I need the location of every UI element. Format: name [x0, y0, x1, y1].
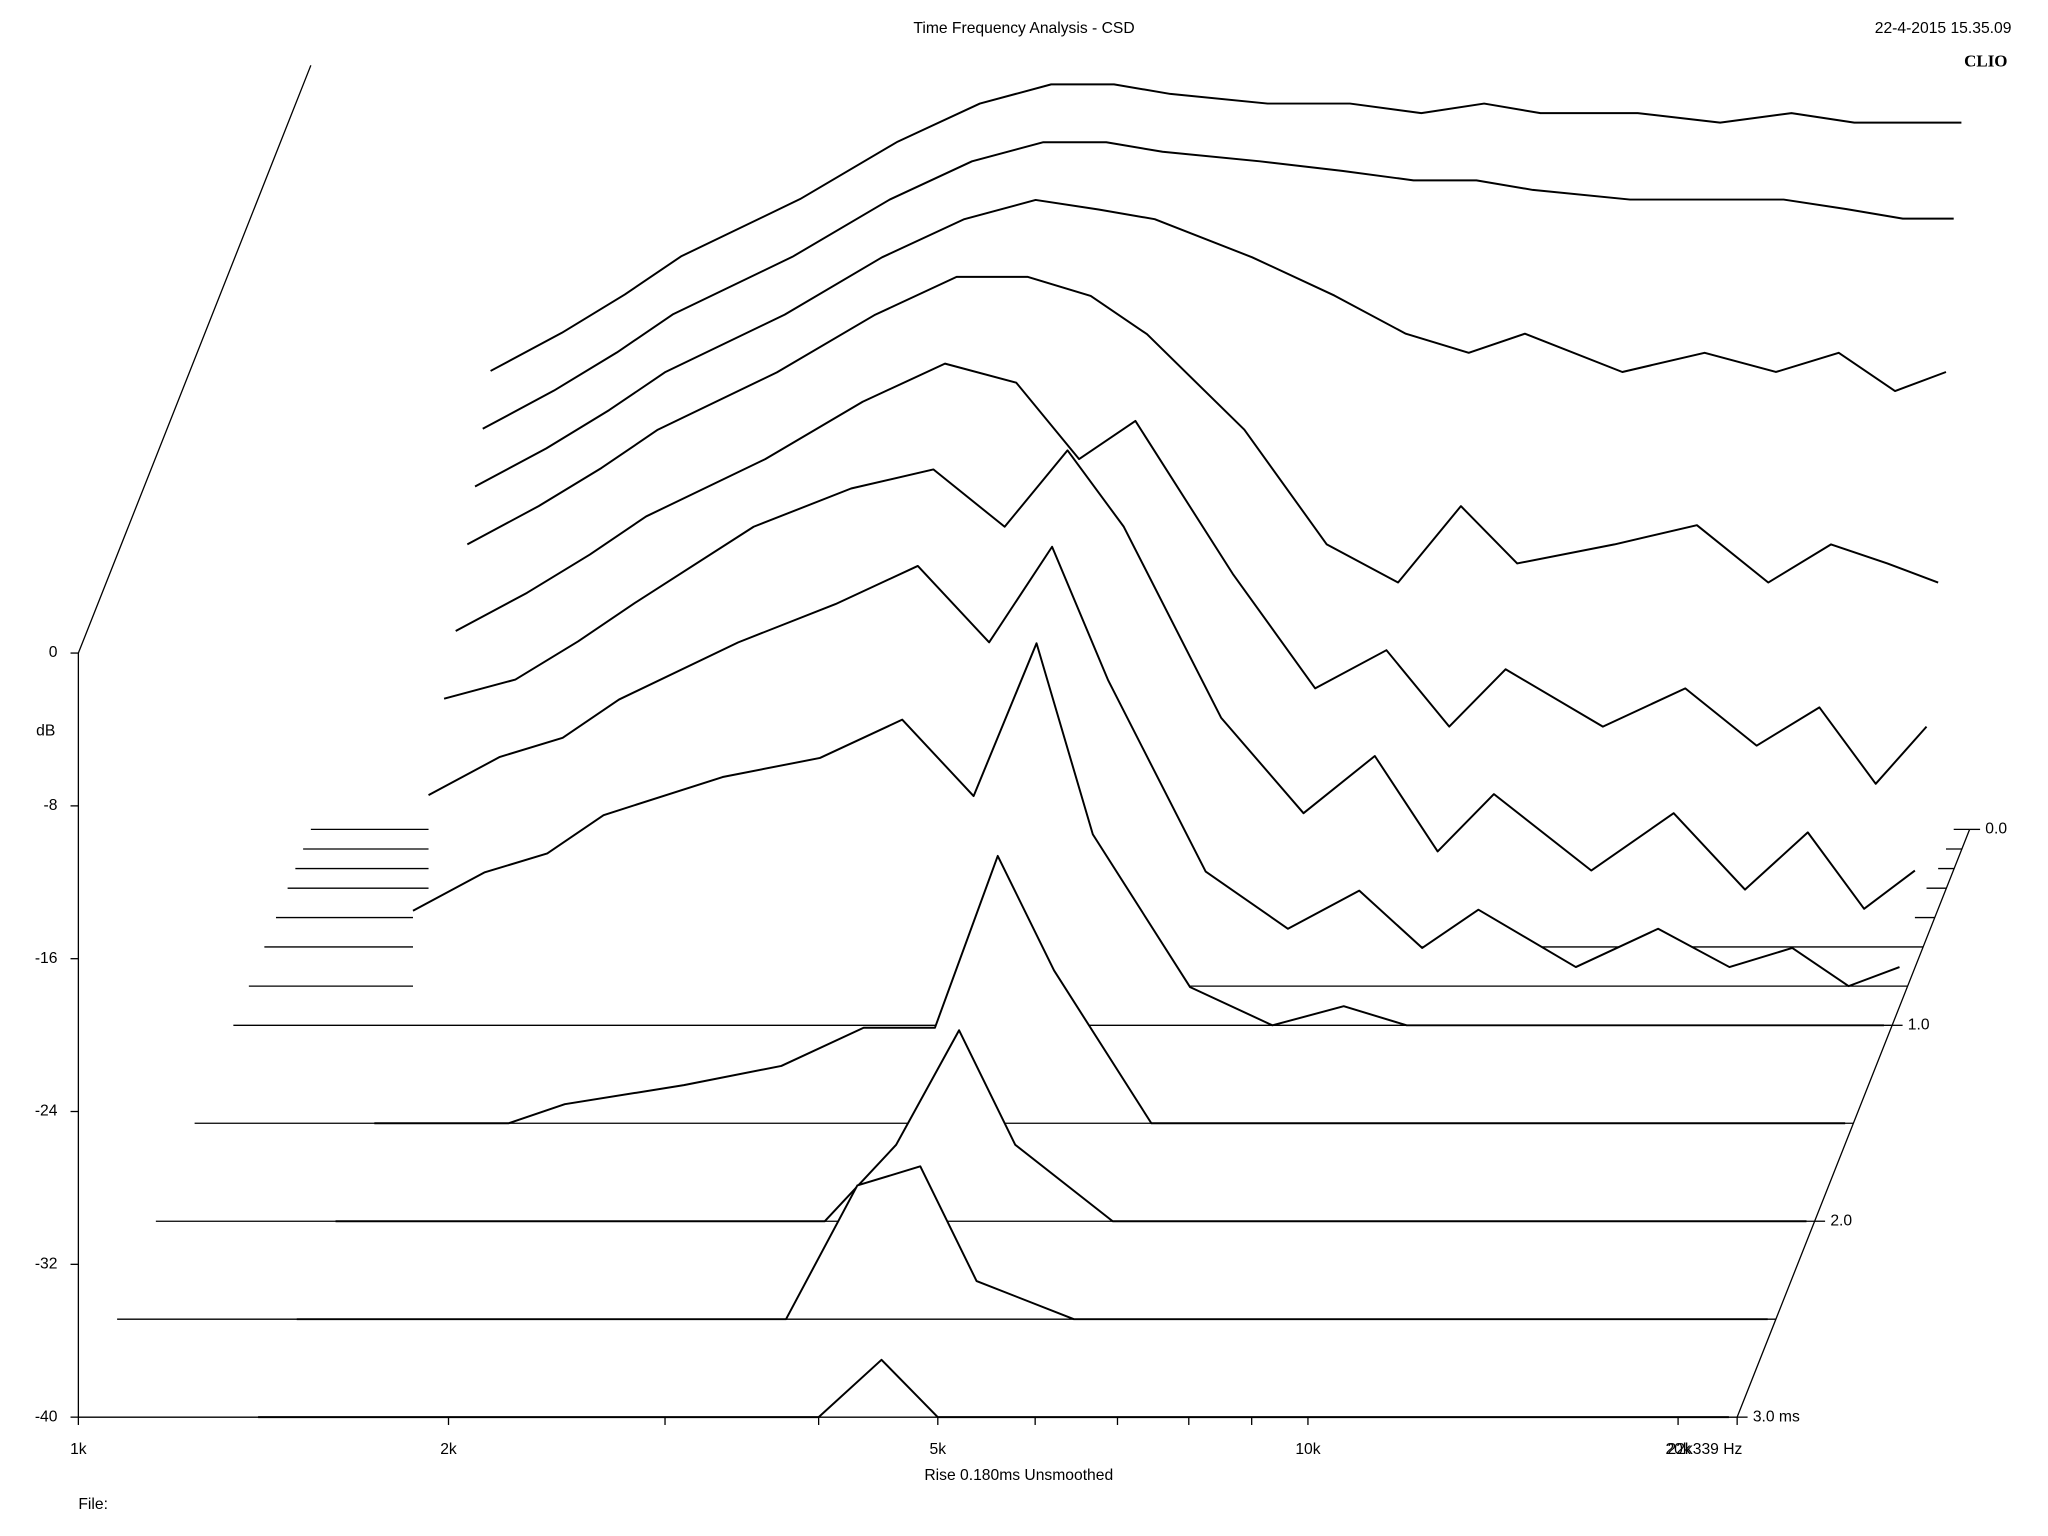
x-tick-label: 2k: [440, 1441, 457, 1458]
z-tick-label: 1.0: [1908, 1016, 1930, 1033]
slice-line: [428, 545, 1900, 988]
y-tick-label: -24: [35, 1103, 58, 1120]
slice-line: [412, 642, 1884, 1027]
slice-line: [296, 1165, 1768, 1321]
slice-line: [374, 854, 1846, 1125]
slice-fill: [374, 855, 1846, 1124]
x-tick-label: 5k: [930, 1441, 947, 1458]
y-tick-label: -8: [44, 797, 58, 814]
x-tick-label: 1k: [70, 1441, 87, 1458]
y-tick-label: -16: [35, 950, 58, 967]
z-tick-label: 2.0: [1830, 1212, 1852, 1229]
slice-line: [490, 83, 1962, 372]
slice-line: [443, 449, 1916, 910]
y-axis-label: dB: [36, 723, 55, 740]
slice-line: [455, 362, 1928, 785]
slice-line: [466, 275, 1939, 584]
footer: Rise 0.180ms Unsmoothed: [924, 1467, 1113, 1484]
x-tick-label: 22k339 Hz: [1668, 1441, 1743, 1458]
slice-line: [258, 1358, 1729, 1419]
slice-fill: [258, 1359, 1729, 1418]
x-tick-label: 20k: [1665, 1441, 1690, 1458]
z-tick-label: 3.0 ms: [1753, 1408, 1800, 1425]
brand: CLIO: [1964, 52, 2007, 71]
x-tick-label: 10k: [1295, 1441, 1320, 1458]
file-label: File:: [78, 1496, 108, 1513]
y-tick-label: -32: [35, 1255, 58, 1272]
slice-line: [474, 198, 1947, 488]
z-tick-label: 0.0: [1985, 821, 2007, 838]
y-tick-label: 0: [49, 644, 58, 661]
y-tick-label: -40: [35, 1408, 58, 1425]
slice-line: [482, 141, 1954, 430]
timestamp: 22-4-2015 15.35.09: [1875, 20, 2012, 37]
slice-fill: [412, 643, 1884, 1026]
slice-line: [335, 1029, 1807, 1223]
chart-title: Time Frequency Analysis - CSD: [913, 20, 1134, 37]
